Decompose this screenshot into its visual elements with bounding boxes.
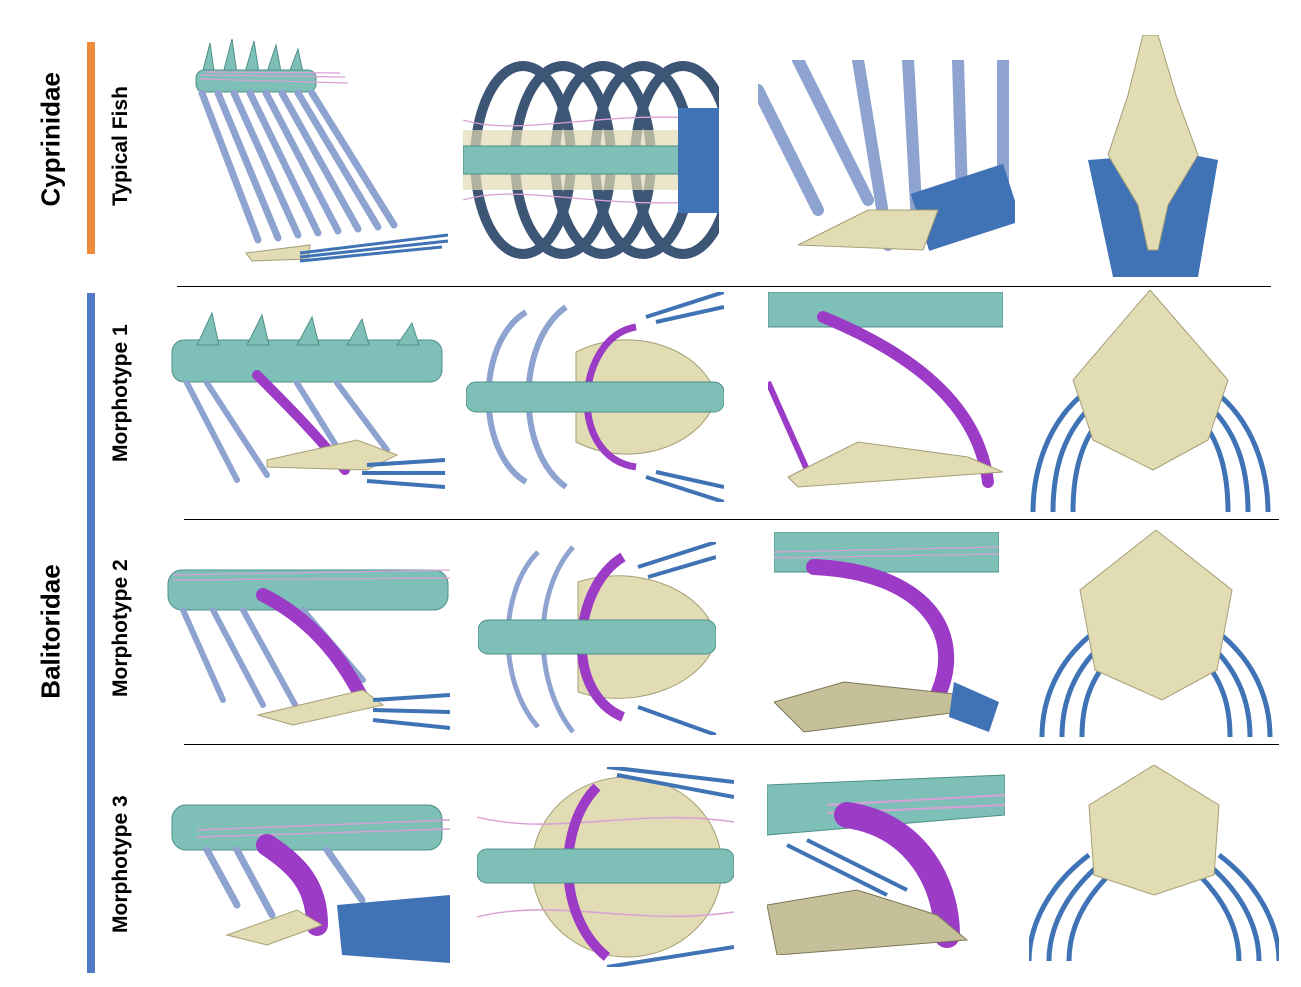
balitoridae-group-label: Balitoridae xyxy=(35,564,66,699)
morphotype-1-closeup-view xyxy=(768,292,1003,502)
cyprinidae-group-label: Cyprinidae xyxy=(35,72,66,207)
morphotype-2-skull-ventral-view xyxy=(1037,530,1275,737)
row-label-morphotype-1: Morphotype 1 xyxy=(109,324,132,462)
row-divider-2 xyxy=(184,519,1279,520)
row-label-typical-fish: Typical Fish xyxy=(109,86,132,206)
morphotype-1-skull-ventral-view xyxy=(1028,290,1273,512)
typical-fish-skull-ventral-view xyxy=(1088,35,1218,277)
morphotype-3-lateral-view xyxy=(167,785,450,963)
balitoridae-group-bar xyxy=(87,293,95,973)
morphotype-3-ventral-view xyxy=(477,767,734,967)
morphotype-3-skull-ventral-view xyxy=(1029,765,1279,961)
morphotype-1-lateral-view xyxy=(167,305,445,495)
morphotype-1-ventral-view xyxy=(466,292,724,502)
typical-fish-closeup-view xyxy=(758,60,1015,255)
row-divider-3 xyxy=(184,744,1279,745)
row-divider-1 xyxy=(177,286,1271,287)
typical-fish-ventral-view xyxy=(463,58,719,263)
morphotype-3-closeup-view xyxy=(767,765,1005,955)
morphotype-2-lateral-view xyxy=(163,540,450,732)
typical-fish-lateral-view xyxy=(180,35,455,265)
row-label-morphotype-2: Morphotype 2 xyxy=(109,559,132,697)
morphotype-2-closeup-view xyxy=(774,532,999,734)
cyprinidae-group-bar xyxy=(87,42,95,254)
row-label-morphotype-3: Morphotype 3 xyxy=(109,795,132,933)
morphotype-2-ventral-view xyxy=(478,542,716,735)
